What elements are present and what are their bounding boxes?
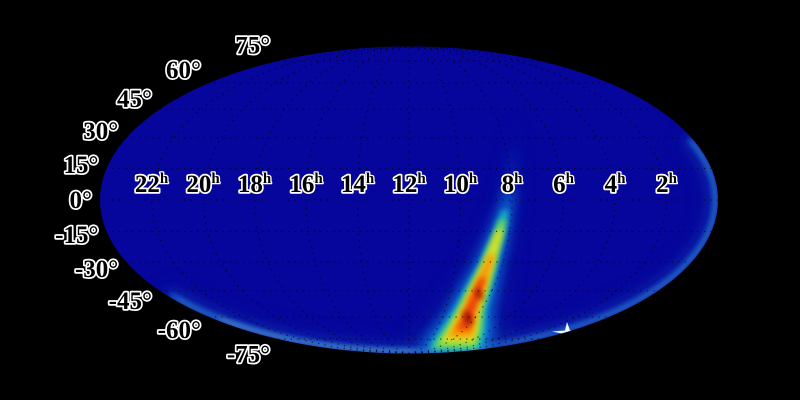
svg-text:0°: 0° (70, 187, 93, 214)
svg-text:45°: 45° (117, 86, 152, 113)
svg-text:15°: 15° (64, 152, 99, 179)
svg-text:-45°: -45° (109, 288, 152, 315)
svg-text:-15°: -15° (55, 222, 98, 249)
svg-text:75°: 75° (235, 33, 270, 60)
svg-text:-75°: -75° (227, 341, 270, 368)
svg-text:-60°: -60° (158, 317, 201, 344)
svg-text:30°: 30° (83, 118, 118, 145)
svg-text:60°: 60° (166, 57, 201, 84)
svg-text:-30°: -30° (75, 256, 118, 283)
